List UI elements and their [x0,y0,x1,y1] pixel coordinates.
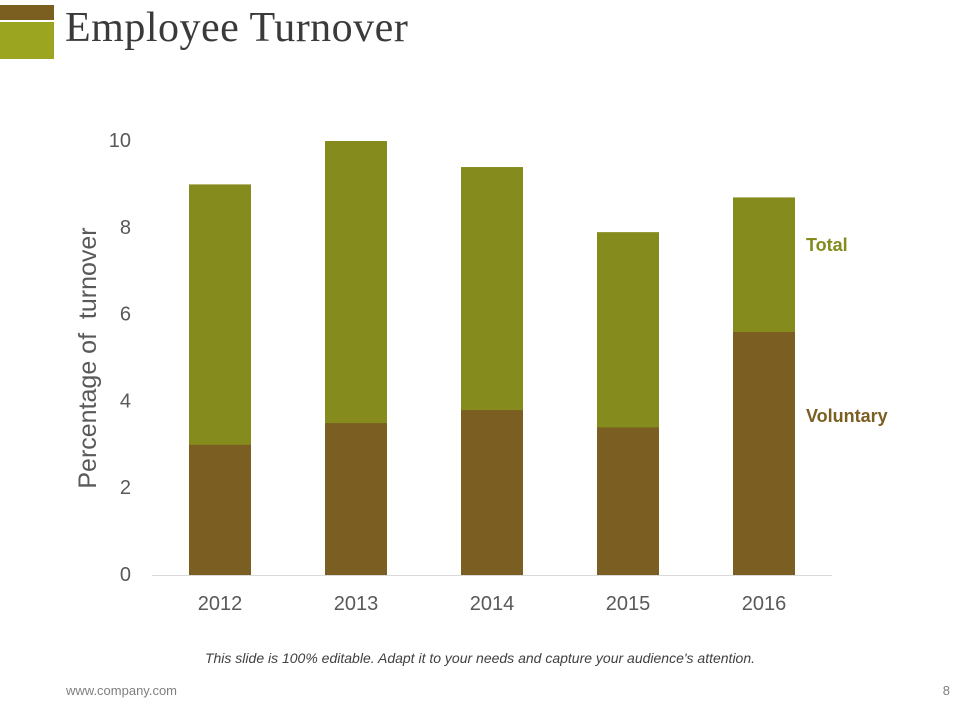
y-axis-label: Percentage of turnover [74,227,102,488]
bar-voluntary-2013 [325,423,387,575]
y-tick-labels: 0 2 4 6 8 10 [109,130,131,586]
bar-group [189,141,795,576]
x-tick-labels: 2012 2013 2014 2015 2016 [198,593,787,615]
legend-voluntary: Voluntary [806,406,888,426]
y-tick-8: 8 [120,217,131,239]
y-tick-0: 0 [120,564,131,586]
y-tick-4: 4 [120,390,131,412]
bar-voluntary-2014 [461,410,523,575]
y-tick-2: 2 [120,477,131,499]
legend-total: Total [806,235,848,255]
y-tick-6: 6 [120,304,131,326]
slide-title: Employee Turnover [65,5,409,51]
bar-voluntary-2016 [733,331,795,575]
turnover-chart: 0 2 4 6 8 10 2012 2013 2014 2015 2016 Percentage … [74,130,888,615]
bar-voluntary-2015 [597,427,659,575]
header-accent-bar-bottom [0,22,54,59]
x-tick-2013: 2013 [334,593,379,615]
x-tick-2012: 2012 [198,593,243,615]
y-tick-10: 10 [109,130,131,152]
bar-voluntary-2012 [189,444,251,575]
x-tick-2014: 2014 [470,593,515,615]
slide-caption: This slide is 100% editable. Adapt it to… [204,650,756,666]
x-tick-2016: 2016 [742,593,787,615]
x-tick-2015: 2015 [606,593,651,615]
footer-url[interactable]: www.company.com [66,683,178,698]
header-accent-bar-top [0,5,54,20]
page-number: 8 [942,683,950,698]
